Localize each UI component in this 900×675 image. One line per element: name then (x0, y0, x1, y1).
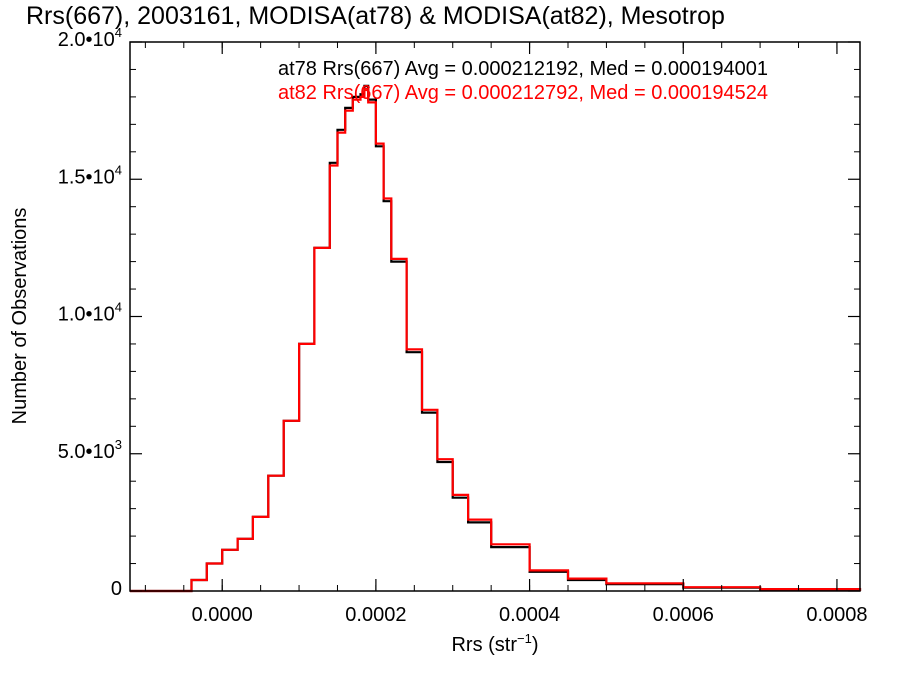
y-tick-label: 1.0•104 (58, 300, 122, 326)
plot-area (130, 84, 862, 593)
y-tick-label: 2.0•104 (58, 25, 122, 51)
x-tick-label: 0.0002 (345, 604, 406, 626)
x-tick-label: 0.0008 (806, 604, 867, 626)
y-tick-label: 1.5•104 (58, 162, 122, 188)
x-axis-label-sup: −1 (517, 631, 532, 646)
series-line-at78 (130, 84, 862, 593)
x-axis-label-main: Rrs (str (451, 634, 517, 656)
chart-title: Rrs(667), 2003161, MODISA(at78) & MODISA… (26, 2, 725, 30)
y-tick-label: 0 (111, 578, 122, 600)
x-tick-label: 0.0006 (653, 604, 714, 626)
y-axis-label: Number of Observations (9, 208, 31, 425)
axes: 0.0000 0.0002 0.0004 0.0006 0.0008 0 5.0•103 1.… (58, 25, 868, 626)
annotation-at82: at82 Rrs(667) Avg = 0.000212792, Med = 0… (278, 82, 768, 104)
annotation-at78: at78 Rrs(667) Avg = 0.000212192, Med = 0… (278, 58, 768, 80)
x-axis-label: Rrs (str−1) (451, 631, 538, 656)
plot-frame (129, 41, 861, 592)
x-tick-label: 0.0004 (499, 604, 560, 626)
series-line-at82 (130, 87, 862, 593)
x-axis-label-close: ) (532, 634, 539, 656)
y-tick-label: 5.0•103 (58, 437, 122, 463)
x-tick-label: 0.0000 (192, 604, 253, 626)
